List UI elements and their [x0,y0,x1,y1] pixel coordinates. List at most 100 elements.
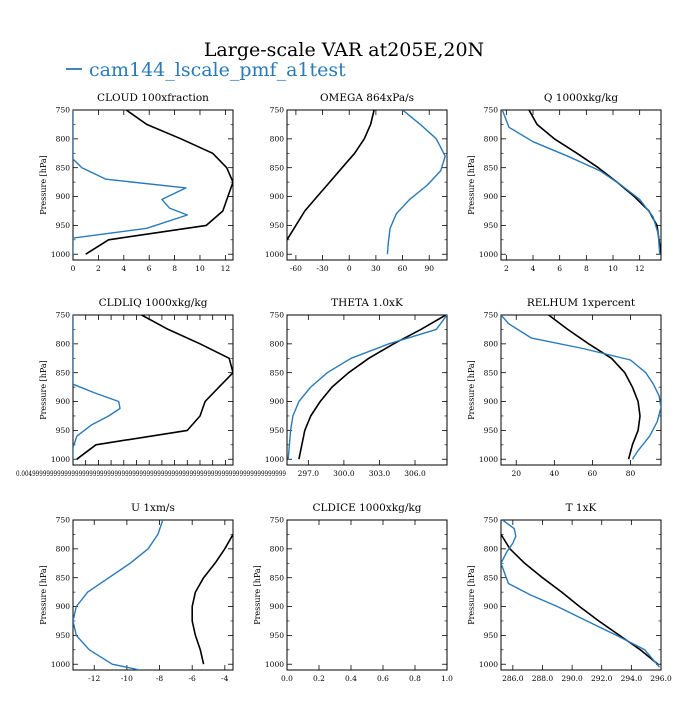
y-tick-label: 900 [56,602,71,611]
y-tick-label: 900 [270,192,285,201]
y-tick-label: 950 [56,426,71,435]
x-tick-label: 294.0 [621,674,643,683]
plot-frame-q [500,109,662,261]
y-tick-label: 1000 [51,660,70,669]
y-tick-label: 900 [56,397,71,406]
y-axis-title-cldice: Pressure [hPa] [253,565,262,625]
y-tick-label: 1000 [479,250,498,259]
y-axis-title-u: Pressure [hPa] [39,565,48,625]
y-tick-label: 1000 [479,660,498,669]
test-line-t [501,520,661,668]
y-tick-label: 1000 [265,250,284,259]
plot-frame-theta [286,314,448,466]
x-tick-label: 292.0 [591,674,613,683]
x-tick-label: 290.0 [561,674,583,683]
reference-line-theta [298,315,447,460]
reference-line-relhum [548,315,641,460]
y-tick-label: 750 [270,516,285,525]
y-axis-title-q: Pressure [hPa] [467,155,476,215]
x-tick-label: -60 [290,264,302,273]
x-tick-label: 12 [635,264,645,273]
y-tick-label: 1000 [265,455,284,464]
plot-frame-cldliq [72,314,234,466]
panel-title-relhum: RELHUM 1xpercent [527,297,636,309]
y-tick-label: 950 [484,426,499,435]
test-line-u [73,520,164,670]
y-tick-label: 900 [270,397,285,406]
x-tick-label: 10 [195,264,205,273]
x-tick-label: 4 [121,264,126,273]
y-tick-label: 750 [484,106,499,115]
y-tick-label: 750 [270,106,285,115]
y-tick-label: 800 [270,134,285,143]
panel-title-omega: OMEGA 864xPa/s [320,92,414,104]
x-tick-label: 6 [147,264,152,273]
x-tick-label: 0.0 [281,674,293,683]
x-tick-label-overlap: 0.00499999999999999999999999999999999999… [16,469,286,478]
x-tick-label: 60 [398,264,408,273]
panel-title-u: U 1xm/s [131,502,175,514]
y-tick-label: 850 [484,163,499,172]
x-tick-label: -8 [156,674,164,683]
y-tick-label: 900 [270,602,285,611]
y-tick-label: 900 [56,192,71,201]
test-line-omega [386,110,446,255]
x-tick-label: 20 [511,469,521,478]
y-tick-label: 850 [56,163,71,172]
x-tick-label: 288.0 [532,674,554,683]
y-tick-label: 800 [484,134,499,143]
panel-title-q: Q 1000xkg/kg [544,92,619,104]
y-tick-label: 800 [484,339,499,348]
x-tick-label: 303.0 [369,469,391,478]
panel-title-cloud: CLOUD 100xfraction [97,92,209,104]
x-tick-label: 8 [584,264,589,273]
x-tick-label: 40 [550,469,560,478]
x-tick-label: 2 [96,264,101,273]
y-tick-label: 950 [56,221,71,230]
x-tick-label: 0.8 [409,674,421,683]
x-tick-label: 10 [608,264,618,273]
x-tick-label: 300.0 [333,469,355,478]
y-tick-label: 800 [484,544,499,553]
y-tick-label: 850 [484,573,499,582]
x-tick-label: -4 [221,674,229,683]
x-tick-label: 0.4 [345,674,357,683]
y-tick-label: 750 [56,516,71,525]
reference-line-q [528,110,661,255]
y-tick-label: 750 [56,106,71,115]
y-tick-label: 900 [484,397,499,406]
x-tick-label: -12 [88,674,100,683]
test-line-cloud [73,110,189,255]
y-tick-label: 750 [270,311,285,320]
y-tick-label: 750 [56,311,71,320]
panel-omega: OMEGA 864xPa/s 750 800 850 900 950 1000 -60 -30 0… [265,92,448,273]
plot-frame-u [72,519,234,671]
panel-theta: THETA 1.0xK 750 800 850 900 950 1000 297.0 300.0… [265,297,448,478]
chart-panels: CLOUD 100xfraction7508008509009501000Pre… [16,92,672,683]
test-line-cldliq [73,315,121,460]
x-tick-label: 60 [588,469,598,478]
x-tick-label: 1.0 [441,674,453,683]
x-tick-label: 296.0 [650,674,672,683]
y-tick-label: 850 [56,368,71,377]
plot-frame-omega [286,109,448,261]
panel-title-cldice: CLDICE 1000xkg/kg [313,502,422,514]
test-line-theta [287,315,447,460]
reference-line-cloud [85,110,233,255]
panel-relhum: RELHUM 1xpercent 750 800 850 900 950 1000 Press… [467,297,662,478]
x-tick-label: 0 [347,264,352,273]
y-tick-label: 800 [56,339,71,348]
x-tick-label: 8 [172,264,177,273]
y-tick-label: 850 [270,163,285,172]
x-tick-label: -10 [121,674,133,683]
panel-u: U 1xm/s 750 800 850 900 950 1000 Pressure [hPa]… [39,502,234,683]
y-tick-label: 800 [270,339,285,348]
y-tick-label: 750 [484,311,499,320]
x-tick-label: 306.0 [404,469,426,478]
y-axis-title-cloud: Pressure [hPa] [39,155,48,215]
panel-cldliq: CLDLIQ 1000xkg/kg 750 800 850 900 950 1000 Pres… [16,297,286,478]
x-tick-label: 90 [424,264,434,273]
y-axis-title-t: Pressure [hPa] [467,565,476,625]
y-tick-label: 950 [484,221,499,230]
